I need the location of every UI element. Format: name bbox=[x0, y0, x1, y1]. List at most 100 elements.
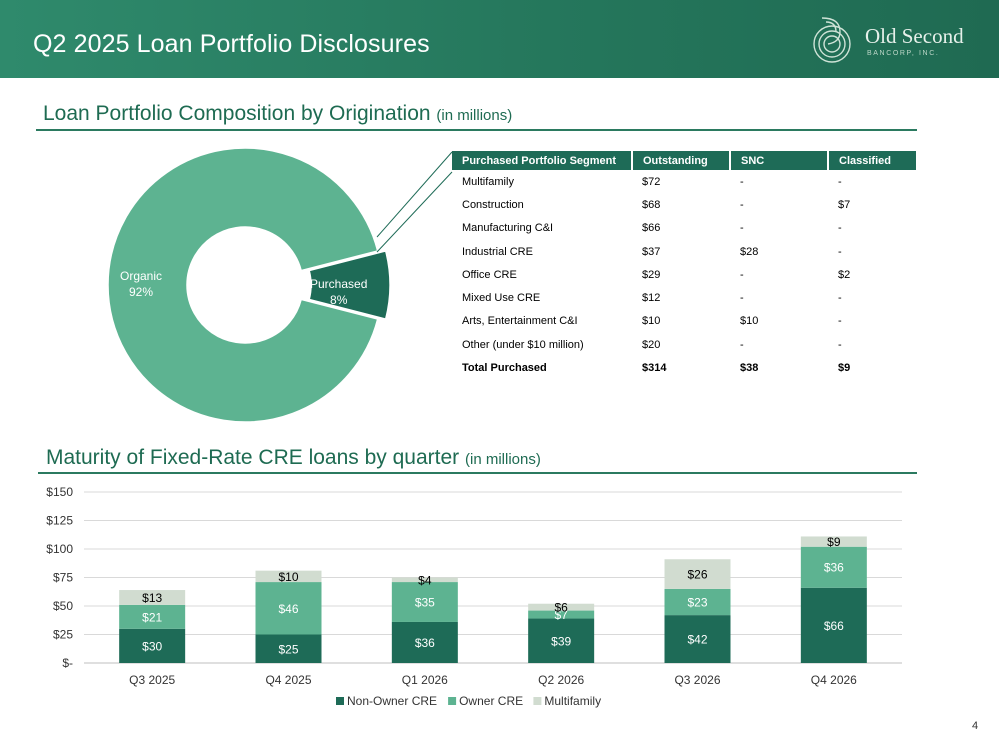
table-row: Other (under $10 million) $20 - - bbox=[452, 333, 916, 356]
table-cell: - bbox=[838, 315, 842, 328]
table-cell: $10 bbox=[642, 315, 661, 328]
table-cell: $29 bbox=[642, 268, 661, 281]
section-subtitle-composition: (in millions) bbox=[436, 107, 513, 124]
table-cell: $38 bbox=[740, 362, 759, 375]
bar-segment-owner-cre bbox=[119, 604, 186, 629]
data-label: $36 bbox=[415, 636, 435, 650]
data-label: $6 bbox=[554, 601, 568, 615]
donut-slice-purchased bbox=[308, 250, 391, 320]
bar-segment-owner-cre bbox=[664, 588, 731, 616]
legend-label: Multifamily bbox=[544, 694, 601, 708]
data-label: $46 bbox=[278, 602, 298, 616]
bar-segment-non-owner-cre bbox=[255, 634, 322, 663]
table-cell: - bbox=[838, 292, 842, 305]
y-tick-label: $50 bbox=[53, 599, 73, 613]
slice-value-purchased: 8% bbox=[330, 293, 348, 307]
data-label: $23 bbox=[687, 596, 707, 610]
company-logo: Old Second BANCORP, INC. bbox=[810, 14, 980, 66]
column-header: SNC bbox=[729, 151, 828, 170]
bar-segment-owner-cre bbox=[391, 582, 458, 622]
bar-chart-svg: $- $25 $50 $75 $100 $125 $150 $30 $21 $13 Q3 2025 $… bbox=[46, 485, 902, 708]
y-tick-label: $150 bbox=[46, 485, 73, 499]
y-tick-label: $100 bbox=[46, 542, 73, 556]
legend-swatch bbox=[336, 697, 344, 705]
x-tick-label: Q4 2025 bbox=[265, 673, 311, 687]
slice-name-organic: Organic bbox=[120, 269, 163, 283]
maturity-bar-chart: $- $25 $50 $75 $100 $125 $150 $30 $21 $13 Q3 2025 $… bbox=[0, 480, 999, 720]
bar-segment-non-owner-cre bbox=[528, 618, 595, 663]
table-cell: $72 bbox=[642, 175, 661, 188]
header-banner: Q2 2025 Loan Portfolio Disclosures Old S… bbox=[0, 0, 999, 78]
column-header: Classified bbox=[827, 151, 916, 170]
table-cell: $9 bbox=[838, 362, 851, 375]
data-label: $25 bbox=[278, 642, 298, 656]
table-row: Office CRE $29 - $2 bbox=[452, 263, 916, 286]
table-row: Construction $68 - $7 bbox=[452, 193, 916, 216]
table-cell: $314 bbox=[642, 362, 667, 375]
slice-value-organic: 92% bbox=[129, 285, 154, 299]
bar-segment-multifamily bbox=[119, 590, 186, 605]
slice-label-purchased: Purchased 8% bbox=[310, 276, 367, 308]
section-title-maturity-text: Maturity of Fixed-Rate CRE loans by quar… bbox=[46, 446, 460, 469]
y-tick-label: $125 bbox=[46, 514, 73, 528]
bar-segment-multifamily bbox=[800, 536, 867, 547]
table-row: Arts, Entertainment C&I $10 $10 - bbox=[452, 310, 916, 333]
bar-segment-non-owner-cre bbox=[664, 615, 731, 663]
bar-segment-multifamily bbox=[255, 570, 322, 583]
bar-segment-multifamily bbox=[391, 577, 458, 583]
bar-segment-owner-cre bbox=[255, 582, 322, 635]
bar-segment-owner-cre bbox=[528, 610, 595, 619]
table-cell: - bbox=[740, 175, 744, 188]
x-tick-label: Q3 2025 bbox=[129, 673, 175, 687]
table-cell: - bbox=[740, 222, 744, 235]
section-divider bbox=[38, 472, 917, 474]
section-title-maturity: Maturity of Fixed-Rate CRE loans by quar… bbox=[46, 446, 541, 470]
logo-name: Old Second bbox=[865, 24, 964, 48]
section-divider bbox=[36, 129, 917, 131]
y-tick-label: $- bbox=[62, 656, 73, 670]
table-cell: - bbox=[838, 245, 842, 258]
legend-swatch bbox=[533, 697, 542, 705]
bar-segment-multifamily bbox=[528, 603, 595, 611]
section-title-composition-text: Loan Portfolio Composition by Originatio… bbox=[43, 102, 431, 125]
donut-chart: Organic 92% Purchased 8% bbox=[100, 140, 391, 430]
slice-label-organic: Organic 92% bbox=[120, 268, 162, 300]
data-label: $21 bbox=[142, 610, 162, 624]
logo-mark-icon bbox=[813, 17, 851, 63]
data-label: $39 bbox=[551, 634, 571, 648]
column-header: Purchased Portfolio Segment bbox=[452, 151, 632, 170]
table-cell: - bbox=[838, 338, 842, 351]
bar-segment-multifamily bbox=[664, 559, 731, 589]
page-number: 4 bbox=[972, 720, 979, 732]
table-cell: $37 bbox=[642, 245, 661, 258]
table-total-row: Total Purchased $314 $38 $9 bbox=[452, 356, 916, 379]
data-label: $9 bbox=[827, 535, 841, 549]
table-cell: Mixed Use CRE bbox=[462, 292, 541, 305]
data-label: $36 bbox=[824, 561, 844, 575]
bar-segment-owner-cre bbox=[800, 546, 867, 588]
data-label: $4 bbox=[418, 573, 432, 587]
table-cell: - bbox=[740, 338, 744, 351]
page-title: Q2 2025 Loan Portfolio Disclosures bbox=[33, 30, 430, 58]
data-label: $35 bbox=[415, 596, 435, 610]
table-cell: $2 bbox=[838, 268, 851, 281]
table-cell: $7 bbox=[838, 198, 851, 211]
legend-label: Non-Owner CRE bbox=[347, 694, 437, 708]
data-label: $30 bbox=[142, 639, 162, 653]
bar-segment-non-owner-cre bbox=[119, 628, 186, 663]
table-cell: $68 bbox=[642, 198, 661, 211]
table-row: Mixed Use CRE $12 - - bbox=[452, 286, 916, 309]
table-cell: Manufacturing C&I bbox=[462, 222, 554, 235]
data-label: $13 bbox=[142, 591, 162, 605]
table-cell: $12 bbox=[642, 292, 661, 305]
data-label: $7 bbox=[554, 608, 568, 622]
logo-subtitle: BANCORP, INC. bbox=[867, 50, 940, 57]
table-cell: - bbox=[838, 222, 842, 235]
x-tick-label: Q4 2026 bbox=[811, 673, 857, 687]
table-cell: Total Purchased bbox=[462, 362, 547, 375]
table-cell: Multifamily bbox=[462, 175, 514, 188]
data-label: $66 bbox=[824, 619, 844, 633]
table-cell: - bbox=[740, 268, 744, 281]
table-cell: $28 bbox=[740, 245, 759, 258]
table-cell: $20 bbox=[642, 338, 661, 351]
